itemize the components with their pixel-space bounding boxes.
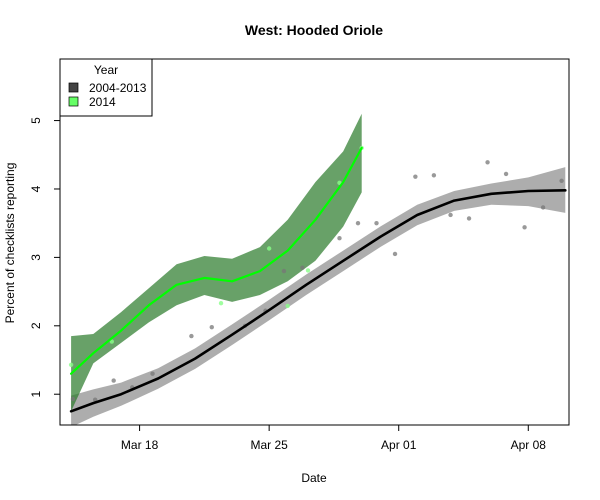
point-2004-2013 (150, 371, 155, 376)
legend-swatch-2004-2013 (68, 82, 79, 93)
point-2004-2013 (337, 236, 342, 241)
point-2014 (285, 303, 290, 309)
point-2014 (68, 362, 74, 367)
x-tick-label: Mar 25 (250, 438, 288, 452)
point-2004-2013 (413, 174, 418, 179)
legend: Year 2004-2013 2014 (59, 58, 153, 117)
line-2014 (70, 146, 363, 375)
y-tick-label: 5 (29, 117, 43, 124)
point-2004-2013 (466, 216, 472, 221)
point-2004-2013 (300, 265, 305, 270)
point-2004-2013 (209, 324, 214, 330)
point-2014 (266, 246, 272, 251)
point-2004-2013 (559, 178, 564, 183)
x-tick-label: Apr 01 (381, 438, 417, 452)
point-2004-2013 (431, 173, 437, 178)
y-tick-label: 2 (29, 322, 43, 329)
y-tick-label: 4 (29, 185, 43, 192)
y-axis-label: Percent of checklists reporting (3, 163, 17, 324)
plot-frame (59, 58, 570, 426)
point-2004-2013 (281, 268, 287, 274)
band-2014 (71, 113, 362, 412)
y-tick-label: 3 (29, 254, 43, 261)
point-2004-2013 (540, 205, 546, 210)
plot-area (68, 113, 567, 425)
legend-title: Year (94, 63, 118, 77)
point-2004-2013 (503, 171, 509, 177)
legend-label-2004-2013: 2004-2013 (89, 81, 147, 95)
band-2004-2013 (71, 167, 566, 425)
point-2004-2013 (70, 396, 76, 402)
x-tick-label: Apr 08 (511, 438, 547, 452)
point-2004-2013 (355, 220, 361, 226)
point-2014 (305, 268, 311, 273)
point-2004-2013 (189, 333, 194, 339)
point-2004-2013 (392, 251, 398, 257)
point-2004-2013 (522, 225, 527, 230)
point-2014 (218, 301, 224, 306)
point-2004-2013 (485, 160, 490, 165)
y-tick-label: 1 (29, 391, 43, 398)
chart-title: West: Hooded Oriole (245, 22, 383, 38)
point-2004-2013 (374, 220, 379, 226)
point-2004-2013 (448, 212, 453, 218)
legend-swatch-2014 (68, 96, 79, 107)
line-2004-2013 (69, 189, 567, 413)
legend-label-2014: 2014 (89, 95, 116, 109)
x-tick-label: Mar 18 (121, 438, 159, 452)
point-2004-2013 (111, 378, 116, 383)
x-axis-label: Date (301, 471, 327, 485)
